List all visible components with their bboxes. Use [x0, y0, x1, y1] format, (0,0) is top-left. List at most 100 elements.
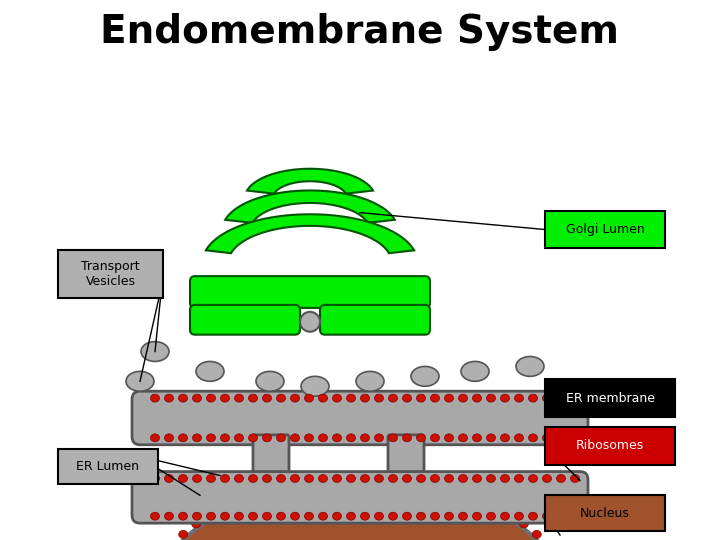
Ellipse shape	[179, 394, 187, 402]
Text: ER membrane: ER membrane	[565, 392, 654, 404]
Ellipse shape	[472, 434, 482, 442]
PathPatch shape	[247, 169, 373, 194]
Ellipse shape	[318, 434, 328, 442]
Ellipse shape	[416, 512, 426, 520]
Circle shape	[300, 312, 320, 332]
Ellipse shape	[557, 475, 565, 482]
Text: Nucleus: Nucleus	[580, 507, 630, 519]
Ellipse shape	[235, 512, 243, 520]
Ellipse shape	[305, 475, 313, 482]
FancyBboxPatch shape	[545, 427, 675, 464]
Ellipse shape	[235, 394, 243, 402]
Ellipse shape	[222, 502, 231, 510]
Ellipse shape	[150, 475, 160, 482]
Ellipse shape	[528, 434, 538, 442]
Ellipse shape	[459, 475, 467, 482]
Ellipse shape	[431, 394, 439, 402]
FancyBboxPatch shape	[132, 391, 588, 445]
Ellipse shape	[276, 475, 286, 482]
Ellipse shape	[361, 475, 369, 482]
Ellipse shape	[361, 434, 369, 442]
Ellipse shape	[444, 475, 454, 482]
Ellipse shape	[402, 434, 412, 442]
Ellipse shape	[248, 512, 258, 520]
Ellipse shape	[276, 394, 286, 402]
Ellipse shape	[333, 394, 341, 402]
Ellipse shape	[276, 512, 286, 520]
Ellipse shape	[207, 394, 215, 402]
Ellipse shape	[472, 512, 482, 520]
Ellipse shape	[305, 434, 313, 442]
Ellipse shape	[192, 394, 202, 402]
Ellipse shape	[459, 394, 467, 402]
Ellipse shape	[389, 475, 397, 482]
Ellipse shape	[290, 394, 300, 402]
Ellipse shape	[570, 394, 580, 402]
Ellipse shape	[305, 394, 313, 402]
Ellipse shape	[220, 475, 230, 482]
Ellipse shape	[361, 512, 369, 520]
Ellipse shape	[374, 434, 384, 442]
Ellipse shape	[489, 502, 498, 510]
Ellipse shape	[528, 512, 538, 520]
Ellipse shape	[150, 512, 160, 520]
Ellipse shape	[528, 394, 538, 402]
Ellipse shape	[318, 512, 328, 520]
Ellipse shape	[248, 434, 258, 442]
Ellipse shape	[459, 512, 467, 520]
Ellipse shape	[515, 512, 523, 520]
Ellipse shape	[515, 475, 523, 482]
Ellipse shape	[192, 475, 202, 482]
Text: Endomembrane System: Endomembrane System	[101, 14, 619, 51]
Ellipse shape	[258, 488, 267, 496]
Ellipse shape	[459, 434, 467, 442]
Ellipse shape	[235, 434, 243, 442]
Ellipse shape	[416, 394, 426, 402]
Ellipse shape	[516, 356, 544, 376]
Ellipse shape	[570, 434, 580, 442]
Ellipse shape	[361, 394, 369, 402]
Ellipse shape	[207, 512, 215, 520]
FancyBboxPatch shape	[132, 471, 588, 523]
Ellipse shape	[505, 510, 514, 518]
Ellipse shape	[374, 475, 384, 482]
Ellipse shape	[164, 394, 174, 402]
Ellipse shape	[192, 520, 201, 528]
Ellipse shape	[333, 434, 341, 442]
Ellipse shape	[346, 512, 356, 520]
Ellipse shape	[487, 475, 495, 482]
Ellipse shape	[179, 434, 187, 442]
Ellipse shape	[570, 475, 580, 482]
Ellipse shape	[346, 394, 356, 402]
Ellipse shape	[276, 434, 286, 442]
Ellipse shape	[542, 475, 552, 482]
Ellipse shape	[472, 394, 482, 402]
Ellipse shape	[179, 475, 187, 482]
FancyBboxPatch shape	[545, 211, 665, 248]
PathPatch shape	[225, 191, 395, 223]
Ellipse shape	[301, 376, 329, 396]
Ellipse shape	[487, 394, 495, 402]
Ellipse shape	[515, 434, 523, 442]
Ellipse shape	[444, 394, 454, 402]
Ellipse shape	[248, 475, 258, 482]
Ellipse shape	[389, 394, 397, 402]
Ellipse shape	[318, 394, 328, 402]
Ellipse shape	[141, 342, 169, 361]
Ellipse shape	[164, 475, 174, 482]
Ellipse shape	[164, 512, 174, 520]
Ellipse shape	[196, 361, 224, 381]
Ellipse shape	[164, 434, 174, 442]
FancyBboxPatch shape	[388, 435, 424, 483]
Ellipse shape	[240, 495, 248, 502]
FancyBboxPatch shape	[58, 251, 163, 298]
Ellipse shape	[318, 475, 328, 482]
Ellipse shape	[346, 475, 356, 482]
Ellipse shape	[487, 434, 495, 442]
Ellipse shape	[500, 394, 510, 402]
Ellipse shape	[290, 512, 300, 520]
Ellipse shape	[248, 394, 258, 402]
Ellipse shape	[150, 394, 160, 402]
Ellipse shape	[500, 475, 510, 482]
Ellipse shape	[515, 394, 523, 402]
